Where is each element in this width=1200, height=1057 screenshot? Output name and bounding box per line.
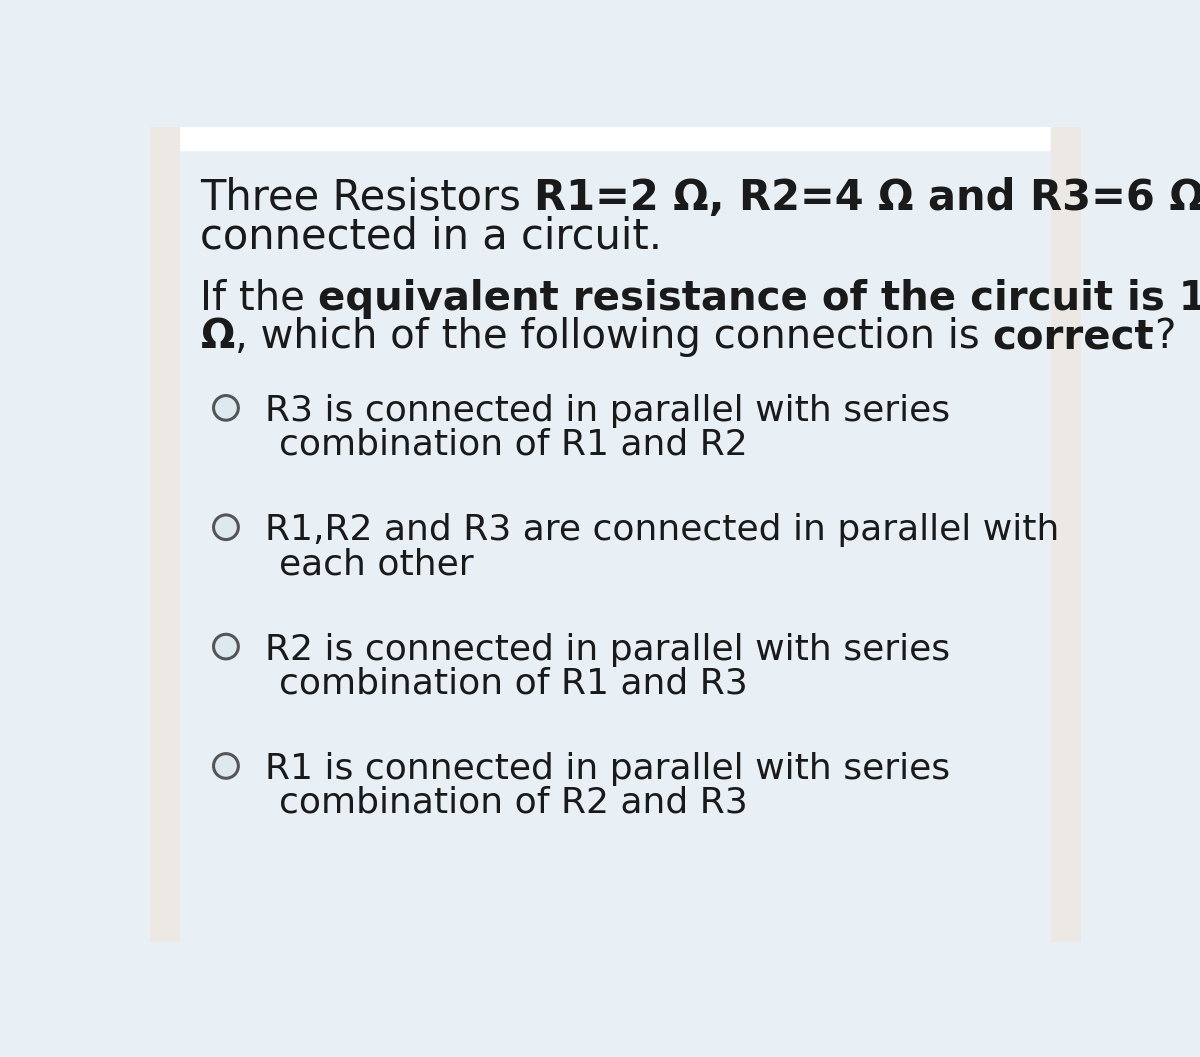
Text: each other: each other: [278, 548, 473, 581]
Text: , which of the following connection is: , which of the following connection is: [235, 317, 992, 357]
Text: If the: If the: [200, 279, 318, 318]
Text: R1=2 Ω, R2=4 Ω and R3=6 Ω: R1=2 Ω, R2=4 Ω and R3=6 Ω: [534, 177, 1200, 219]
Text: R1 is connected in parallel with series: R1 is connected in parallel with series: [265, 753, 950, 786]
Text: combination of R1 and R3: combination of R1 and R3: [278, 667, 748, 701]
Text: R2 is connected in parallel with series: R2 is connected in parallel with series: [265, 633, 950, 667]
Text: equivalent resistance of the circuit is 1.09: equivalent resistance of the circuit is …: [318, 279, 1200, 318]
Text: Ω: Ω: [200, 317, 235, 357]
Text: connected in a circuit.: connected in a circuit.: [200, 216, 662, 258]
Text: Three Resistors: Three Resistors: [200, 177, 534, 219]
Text: ?: ?: [1153, 317, 1175, 357]
Circle shape: [214, 515, 239, 539]
Text: combination of R1 and R2: combination of R1 and R2: [278, 428, 748, 462]
Text: correct: correct: [992, 317, 1153, 357]
Text: R3 is connected in parallel with series: R3 is connected in parallel with series: [265, 394, 950, 428]
Circle shape: [214, 634, 239, 659]
Text: combination of R2 and R3: combination of R2 and R3: [278, 786, 748, 820]
Text: R1,R2 and R3 are connected in parallel with: R1,R2 and R3 are connected in parallel w…: [265, 514, 1060, 548]
Circle shape: [214, 754, 239, 778]
Circle shape: [214, 395, 239, 421]
